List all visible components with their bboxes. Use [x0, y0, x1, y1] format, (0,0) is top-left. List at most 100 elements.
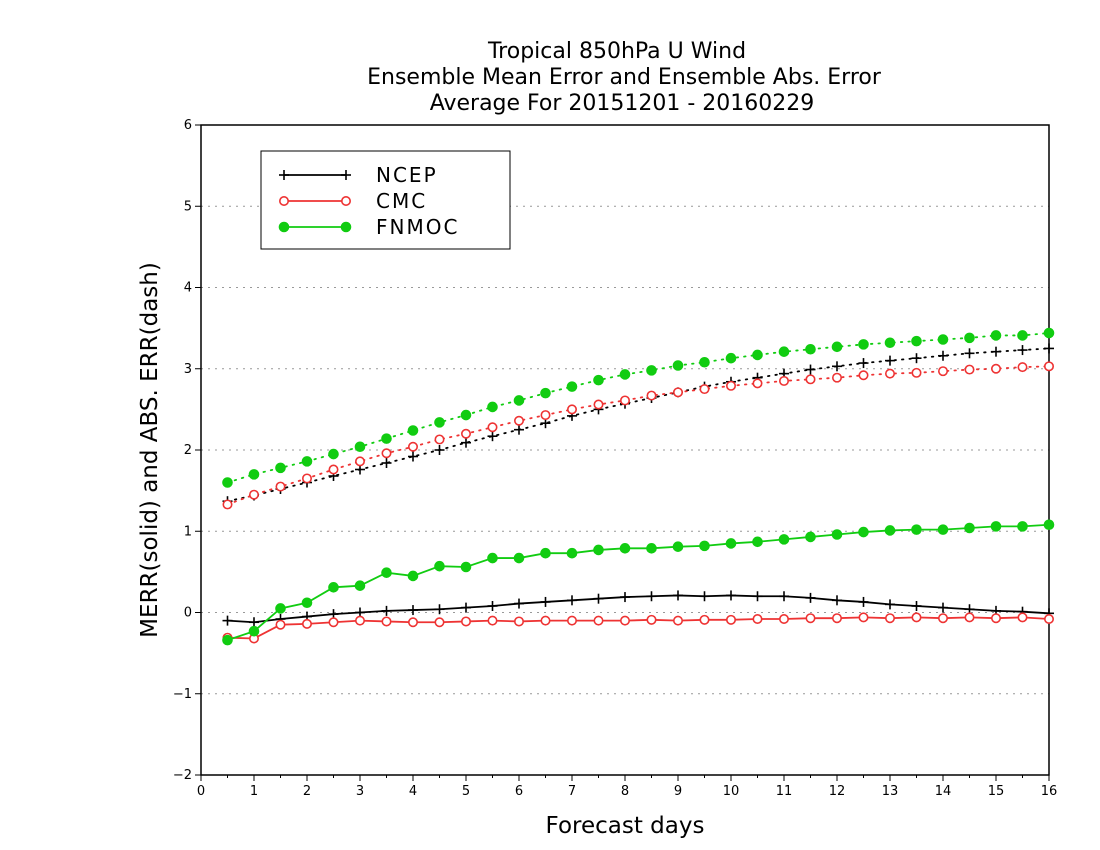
series-ncep-merr-point	[567, 595, 577, 606]
x-tick-label: 11	[776, 784, 793, 799]
chart-title: Tropical 850hPa U Wind Ensemble Mean Err…	[367, 39, 882, 116]
x-tick-label: 8	[621, 784, 629, 799]
series-fnmoc-abs-err-point	[1043, 327, 1055, 339]
series-cmc-abs-err-point	[460, 428, 471, 439]
legend-label-ncep: NCEP	[376, 163, 438, 187]
series-cmc-merr-point	[407, 617, 418, 628]
legend-marker	[340, 196, 351, 207]
series-fnmoc-abs-err-point	[884, 337, 896, 349]
series-fnmoc-merr-point	[619, 543, 631, 554]
series-cmc-merr-point	[805, 613, 816, 624]
series-cmc-merr-point	[1044, 613, 1055, 624]
legend-marker	[278, 221, 290, 233]
series-fnmoc-merr-line	[227, 523, 1050, 641]
series-fnmoc-abs-err-point	[964, 332, 975, 344]
series-ncep-abs-err-point	[487, 431, 498, 442]
series-cmc-abs-err-point	[566, 404, 577, 415]
series-cmc-merr-point	[487, 615, 498, 626]
series-cmc-abs-err-point	[964, 364, 975, 375]
chart-title-line: Tropical 850hPa U Wind	[487, 39, 746, 64]
series-fnmoc-abs-err-line	[226, 332, 1050, 484]
legend-marker	[340, 221, 352, 233]
series-cmc-abs-err-point	[937, 366, 948, 377]
series-cmc-merr-line	[227, 616, 1050, 640]
series-fnmoc	[222, 327, 1055, 646]
legend-item-cmc: CMC	[278, 189, 427, 213]
series-cmc-merr-point	[831, 613, 842, 624]
series-fnmoc-merr-point	[911, 524, 922, 535]
series-ncep	[222, 343, 1054, 628]
series-ncep-merr-point	[461, 602, 471, 613]
series-fnmoc-merr-point	[593, 544, 604, 556]
series-ncep-merr-point	[938, 602, 948, 613]
series-cmc-abs-err-point	[778, 375, 789, 386]
series-fnmoc-merr-point	[752, 536, 763, 548]
series-cmc-abs-err-point	[725, 380, 736, 391]
series-cmc-abs-err-point	[434, 434, 445, 445]
series-cmc-abs-err-point	[222, 499, 233, 510]
series-fnmoc-merr-point	[566, 547, 578, 559]
legend-label-cmc: CMC	[376, 189, 427, 213]
series-fnmoc-merr-point	[884, 525, 896, 536]
series-cmc-abs-err-point	[1044, 361, 1055, 372]
series-fnmoc-abs-err-point	[752, 349, 763, 361]
series-fnmoc-abs-err-point	[248, 469, 260, 480]
series-cmc-abs-err-point	[911, 367, 922, 378]
series-cmc-abs-err-point	[328, 464, 339, 475]
series-ncep-merr-point	[752, 591, 763, 602]
series-fnmoc-abs-err-point	[778, 346, 790, 357]
series-fnmoc-merr-point	[354, 580, 366, 591]
y-tick-label: 1	[184, 524, 192, 539]
series-fnmoc-merr-point	[831, 529, 843, 540]
legend-label-fnmoc: FNMOC	[376, 215, 459, 239]
series-fnmoc-merr-point	[1017, 521, 1028, 532]
series-fnmoc-abs-err-point	[566, 381, 578, 392]
series-cmc-merr-point	[434, 617, 445, 628]
series-fnmoc-merr-point	[937, 524, 949, 535]
x-tick-label: 2	[303, 784, 311, 799]
series-ncep-merr-point	[779, 591, 789, 602]
x-tick-label: 14	[935, 784, 952, 799]
x-axis: 0 1 2 3 4 5 6 7 8 9 10 11 12 13 14 15 16	[197, 775, 1057, 799]
series-cmc-abs-err-point	[513, 415, 524, 426]
series-fnmoc-merr-point	[778, 534, 790, 545]
x-tick-label: 9	[674, 784, 682, 799]
series-fnmoc-abs-err-point	[275, 462, 286, 474]
series-ncep-abs-err-point	[1044, 343, 1054, 354]
series-fnmoc-abs-err-point	[646, 365, 657, 376]
x-tick-label: 3	[356, 784, 364, 799]
series-ncep-abs-err-point	[434, 445, 445, 455]
series-cmc-abs-err-point	[407, 441, 418, 452]
series-fnmoc-abs-err-point	[513, 395, 525, 406]
series-cmc-merr-point	[1017, 612, 1028, 623]
series-fnmoc-merr-point	[646, 543, 657, 554]
series-fnmoc-abs-err-point	[699, 356, 710, 368]
series-cmc-abs-err-point	[752, 378, 763, 389]
series-ncep-abs-err-point	[911, 353, 922, 364]
series-fnmoc-abs-err-point	[725, 352, 737, 364]
legend-marker	[279, 170, 289, 180]
series-cmc-abs-err-point	[699, 384, 710, 395]
legend-item-ncep: NCEP	[279, 163, 438, 187]
series-fnmoc-merr-point	[964, 522, 975, 534]
y-tick-label: 2	[184, 443, 192, 458]
series-cmc-abs-err-point	[593, 399, 604, 410]
series-fnmoc-merr-point	[672, 541, 684, 552]
series-cmc-abs-err-point	[487, 422, 498, 433]
series-ncep-merr-point	[832, 595, 842, 606]
series-fnmoc-merr-point	[1043, 519, 1055, 531]
series-cmc-merr-point	[460, 616, 471, 627]
series-fnmoc-merr-point	[805, 531, 816, 543]
series-layer	[222, 327, 1055, 646]
series-fnmoc-merr-point	[460, 561, 472, 573]
series-ncep-merr-point	[620, 592, 630, 603]
series-fnmoc-abs-err-point	[407, 425, 419, 436]
series-cmc-merr-point	[778, 613, 789, 624]
series-ncep-merr-point	[726, 590, 736, 601]
series-cmc-abs-err-point	[831, 372, 842, 383]
y-tick-label: 3	[184, 362, 192, 377]
series-ncep-merr-point	[408, 605, 418, 616]
series-fnmoc-abs-err-point	[487, 401, 498, 413]
x-tick-label: 12	[829, 784, 846, 799]
